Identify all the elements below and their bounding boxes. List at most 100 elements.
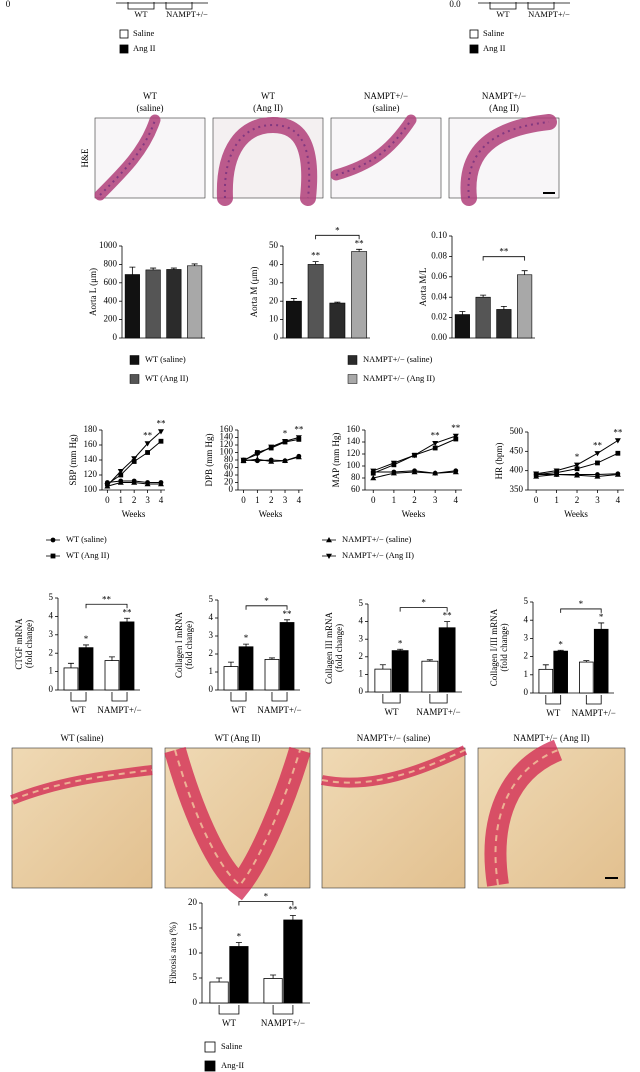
legend-label: WT (Ang II) — [66, 550, 109, 560]
significance-label: * — [398, 638, 403, 648]
significance-label: ** — [294, 425, 304, 435]
significance-bracket — [560, 608, 602, 613]
legend-swatch — [347, 374, 358, 384]
panel-label: WT (saline) — [60, 733, 103, 743]
x-tick-label: 3 — [145, 495, 150, 505]
marker — [295, 435, 302, 441]
significance-label: * — [599, 612, 604, 622]
x-tick-label: NAMPT+/− — [257, 705, 301, 715]
y-tick-label: 100 — [84, 484, 98, 494]
y-tick-label: 80 — [351, 472, 361, 482]
micrograph — [321, 747, 466, 889]
error-bar — [500, 305, 507, 310]
bar — [104, 660, 120, 691]
x-tick-label: 3 — [595, 495, 600, 505]
bar — [119, 621, 135, 691]
y-tick-label: 800 — [104, 258, 118, 268]
y-tick-label: 100 — [347, 460, 361, 470]
category-label: NAMPT+/− — [166, 9, 208, 19]
legend-label: NAMPT+/− (Ang II) — [363, 373, 435, 383]
error-bar — [129, 266, 136, 275]
bar — [496, 309, 512, 339]
significance-label: ** — [123, 607, 133, 617]
significance-label: ** — [613, 428, 623, 438]
y-tick-label: 30 — [269, 277, 279, 287]
y-tick-label: 600 — [104, 277, 118, 287]
y-axis-label: (fold change) — [24, 620, 34, 668]
category-bracket — [218, 1005, 240, 1015]
y-tick-label: 10 — [269, 314, 279, 324]
y-tick-label: 15 — [188, 922, 198, 932]
bar — [538, 668, 554, 694]
x-tick-label: NAMPT+/− — [261, 1018, 305, 1028]
significance-label: ** — [156, 419, 166, 429]
y-tick-label: 0 — [6, 0, 11, 9]
marker — [553, 471, 560, 477]
y-tick-label: 0.06 — [431, 271, 447, 281]
bar — [145, 269, 161, 339]
y-tick-label: 0.00 — [431, 332, 447, 342]
legend-label: Ang II — [133, 43, 156, 53]
error-bar — [557, 649, 564, 652]
x-tick-label: 0 — [534, 495, 539, 505]
marker — [295, 454, 302, 460]
bar — [124, 274, 140, 339]
category-bracket — [585, 695, 602, 705]
category-bracket — [272, 1005, 294, 1015]
error-bar — [243, 643, 250, 647]
y-tick-label: 40 — [269, 258, 279, 268]
x-tick-label: 2 — [412, 495, 417, 505]
y-tick-label: 20 — [188, 897, 198, 907]
significance-label: ** — [283, 609, 293, 619]
x-tick-label: 0 — [105, 495, 110, 505]
marker — [390, 470, 397, 476]
marker — [370, 468, 377, 474]
y-axis-label: (fold change) — [334, 624, 344, 672]
x-tick-label: 3 — [433, 495, 438, 505]
bar — [279, 622, 295, 691]
error-bar — [270, 974, 277, 979]
y-tick-label: 10 — [188, 947, 198, 957]
legend-label: NAMPT+/− (saline) — [342, 534, 411, 544]
y-tick-label: 0.0 — [449, 0, 461, 9]
significance-label: ** — [593, 440, 603, 450]
error-bar — [216, 977, 223, 982]
legend-swatch — [119, 44, 129, 54]
legend-label: WT (Ang II) — [145, 373, 188, 383]
panel-label: NAMPT+/− — [482, 91, 526, 101]
marker — [533, 471, 540, 477]
y-tick-label: 3 — [49, 629, 54, 639]
y-tick-label: 1000 — [99, 240, 118, 250]
significance-bracket — [482, 256, 526, 261]
y-tick-label: 400 — [510, 465, 524, 475]
significance-bracket — [245, 605, 288, 610]
y-tick-label: 100 — [220, 447, 234, 457]
y-axis-label: MAP (mm Hg) — [331, 433, 341, 488]
marker — [574, 472, 581, 478]
y-tick-label: 20 — [224, 477, 234, 487]
bar — [187, 265, 203, 339]
y-tick-label: 0 — [274, 332, 279, 342]
marker — [390, 460, 397, 466]
marker — [614, 471, 621, 477]
legend-label: WT (saline) — [145, 354, 186, 364]
x-axis-label: Weeks — [564, 509, 588, 519]
legend-label: Ang-II — [221, 1060, 244, 1070]
marker — [432, 470, 439, 476]
category-bracket — [382, 694, 401, 704]
panel-label: NAMPT+/− (saline) — [357, 733, 430, 743]
y-tick-label: 1 — [49, 666, 54, 676]
marker — [432, 445, 438, 451]
y-tick-label: 0.04 — [431, 291, 447, 301]
panel-label: NAMPT+/− (Ang II) — [513, 733, 589, 743]
category-label: NAMPT+/− — [528, 9, 570, 19]
significance-label: * — [335, 225, 340, 235]
marker — [104, 483, 111, 489]
y-tick-label: 5 — [209, 594, 214, 604]
significance-label: ** — [443, 611, 453, 621]
x-axis-label: Weeks — [259, 509, 283, 519]
y-tick-label: 80 — [224, 454, 234, 464]
legend-swatch — [129, 355, 140, 365]
category-bracket — [165, 2, 193, 10]
marker — [50, 537, 56, 543]
